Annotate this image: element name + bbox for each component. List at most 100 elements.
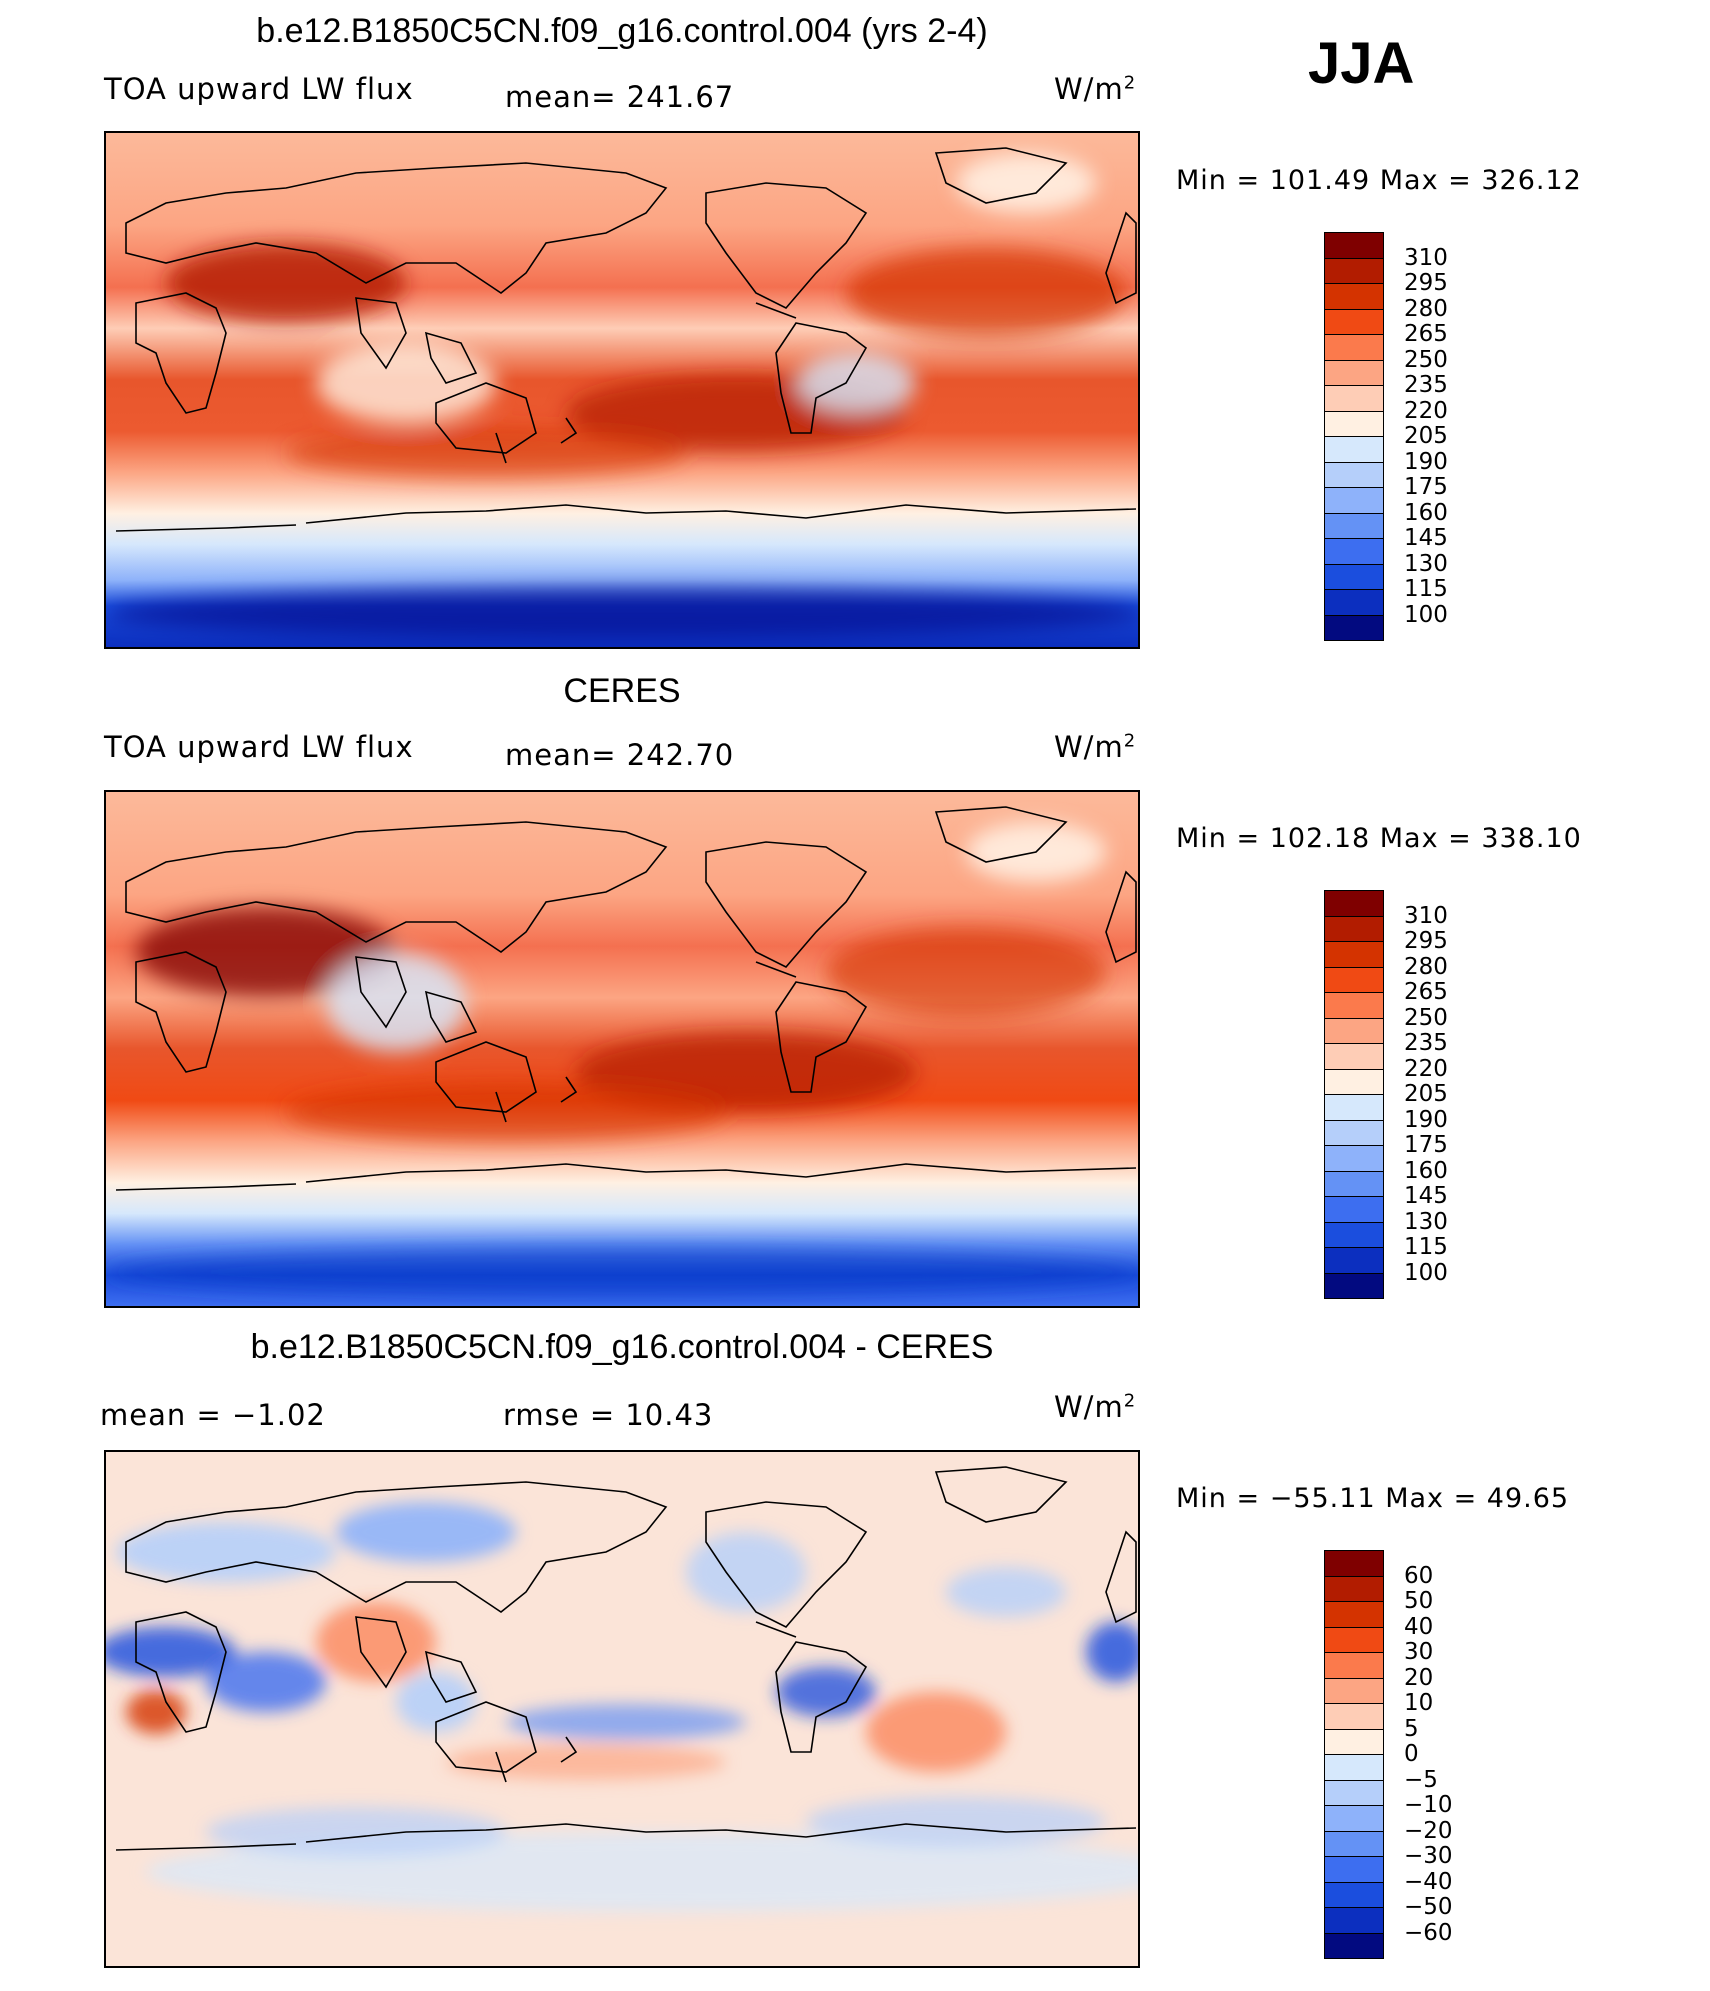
panel-3-map [104,1450,1140,1968]
colorbar-tick-label: 265 [1404,321,1448,347]
colorbar-tick-label: −10 [1404,1792,1453,1818]
panel-2-coastlines [115,806,1137,1191]
panel-1-colorbar: 310 295 280 265 250 235 220 205 190 175 160 145 130 1… [1324,232,1448,641]
panel-3-colorbar: 60 50 40 30 20 10 5 0 −5 −10 −20 −30 −40 −50 −60 [1324,1550,1453,1959]
colorbar-box [1324,1017,1384,1044]
colorbar-tick-label: 0 [1404,1741,1419,1767]
colorbar-box [1324,308,1384,335]
panel-1-coastlines [115,147,1137,532]
colorbar-box [1324,1068,1384,1095]
colorbar-tick-label: 310 [1404,244,1448,271]
colorbar-box [1324,915,1384,942]
colorbar-box [1324,1805,1384,1831]
panel-3-title: b.e12.B1850C5CN.f09_g16.control.004 - CE… [250,1328,994,1366]
panel-2-title: CERES [563,672,681,710]
colorbar-tick-label: 190 [1404,1106,1448,1133]
colorbar-tick-label: 250 [1404,1004,1448,1031]
colorbar-tick-label: 20 [1404,1664,1434,1691]
colorbar-tick-label: 40 [1404,1613,1434,1640]
colorbar-box [1324,1677,1384,1704]
colorbar-box [1324,1550,1384,1576]
colorbar-tick-label: 175 [1404,474,1448,500]
panel-1-variable-label: TOA upward LW flux [104,72,414,106]
panel-2-colorbar: 310 295 280 265 250 235 220 205 190 175 160 145 130 1… [1324,890,1448,1299]
colorbar-tick-label: −30 [1404,1843,1453,1869]
panel-3-coastlines [115,1466,1137,1851]
colorbar-box [1324,1703,1384,1729]
colorbar-box [1324,1119,1384,1146]
colorbar-tick-label: 130 [1404,550,1448,577]
colorbar-tick-label: 100 [1404,1259,1448,1286]
colorbar-box [1324,1170,1384,1197]
colorbar-tick-label: −50 [1404,1894,1453,1920]
colorbar-box [1324,1881,1384,1908]
colorbar-box [1324,1145,1384,1171]
colorbar-box [1324,257,1384,284]
panel-1-unit-label: W/m2 [1054,72,1137,106]
colorbar-box [1324,1626,1384,1653]
colorbar-tick-label: 115 [1404,576,1448,602]
colorbar-tick-label: 220 [1404,397,1448,424]
colorbar-tick-label: 190 [1404,448,1448,475]
colorbar-tick-label: 60 [1404,1562,1434,1589]
colorbar-tick-label: 220 [1404,1055,1448,1082]
colorbar-tick-label: 160 [1404,1157,1448,1184]
colorbar-tick-label: 100 [1404,601,1448,628]
panel-2-minmax: Min = 102.18 Max = 338.10 [1176,823,1582,854]
colorbar-box [1324,1856,1384,1882]
colorbar-box [1324,1932,1384,1959]
colorbar-box [1324,359,1384,386]
colorbar-box [1324,385,1384,411]
colorbar-box [1324,589,1384,615]
colorbar-box [1324,1754,1384,1780]
panel-3-rmse-label: rmse = 10.43 [503,1398,714,1432]
colorbar-tick-label: 205 [1404,423,1448,449]
colorbar-box [1324,1043,1384,1069]
colorbar-tick-label: 250 [1404,346,1448,373]
colorbar-tick-label: 10 [1404,1690,1434,1716]
colorbar-tick-label: 145 [1404,1183,1448,1209]
colorbar-box [1324,1652,1384,1678]
colorbar-box [1324,1779,1384,1806]
colorbar-box [1324,1575,1384,1602]
colorbar-box [1324,1196,1384,1222]
colorbar-tick-label: 235 [1404,1030,1448,1056]
colorbar-box [1324,1272,1384,1299]
colorbar-tick-label: 295 [1404,928,1448,954]
panel-1-title: b.e12.B1850C5CN.f09_g16.control.004 (yrs… [256,12,988,50]
colorbar-box [1324,283,1384,309]
colorbar-tick-label: 115 [1404,1234,1448,1260]
colorbar-box [1324,1247,1384,1273]
panel-1-mean-label: mean= 241.67 [505,80,735,114]
colorbar-box [1324,1094,1384,1120]
colorbar-box [1324,992,1384,1018]
panel-2-variable-label: TOA upward LW flux [104,730,414,764]
season-label: JJA [1308,31,1415,96]
colorbar-box [1324,890,1384,916]
colorbar-box [1324,614,1384,641]
colorbar-box [1324,1907,1384,1933]
colorbar-box [1324,1830,1384,1857]
colorbar-box [1324,1221,1384,1248]
colorbar-box [1324,512,1384,539]
colorbar-tick-label: 235 [1404,372,1448,398]
panel-1-map [104,131,1140,649]
colorbar-tick-label: 145 [1404,525,1448,551]
colorbar-tick-label: −60 [1404,1919,1453,1946]
colorbar-box [1324,487,1384,513]
panel-3-unit-label: W/m2 [1054,1390,1137,1424]
colorbar-box [1324,966,1384,993]
panel-1-minmax: Min = 101.49 Max = 326.12 [1176,165,1582,196]
colorbar-box [1324,1728,1384,1755]
colorbar-box [1324,941,1384,967]
colorbar-box [1324,436,1384,462]
colorbar-box [1324,334,1384,360]
colorbar-tick-label: 175 [1404,1132,1448,1158]
colorbar-tick-label: −20 [1404,1817,1453,1844]
colorbar-box [1324,232,1384,258]
colorbar-tick-label: −40 [1404,1868,1453,1895]
colorbar-box [1324,1601,1384,1627]
panel-3-mean-label: mean = −1.02 [100,1398,326,1432]
panel-3-minmax: Min = −55.11 Max = 49.65 [1176,1483,1570,1514]
colorbar-box [1324,538,1384,564]
